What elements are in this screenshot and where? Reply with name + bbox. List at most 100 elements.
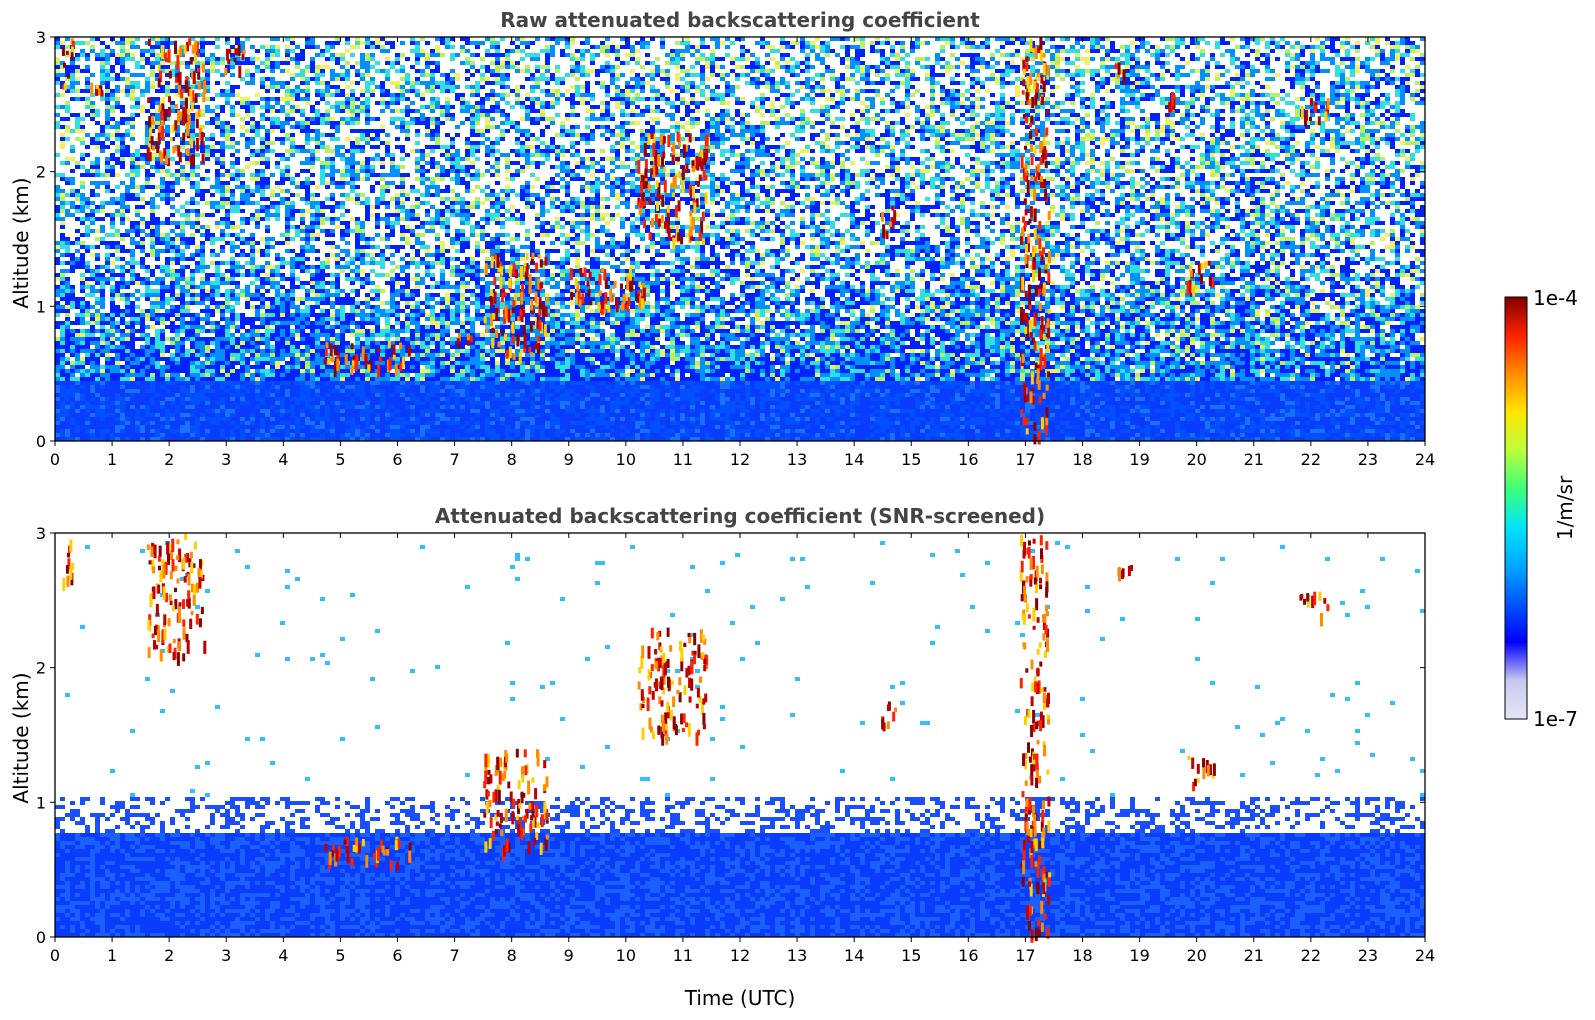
heatmap-cell — [1405, 413, 1410, 417]
heatmap-cell — [1405, 421, 1410, 425]
heatmap-cell — [525, 433, 530, 437]
heatmap-cell — [585, 409, 590, 413]
heatmap-cell — [1315, 417, 1320, 421]
heatmap-cell — [490, 417, 495, 421]
heatmap-cell — [925, 429, 930, 433]
heatmap-cell — [215, 409, 220, 413]
heatmap-cell — [610, 421, 615, 425]
heatmap-cell — [775, 417, 780, 421]
heatmap-cell — [670, 409, 675, 413]
heatmap-cell — [1180, 433, 1185, 437]
heatmap-cell — [1075, 409, 1080, 413]
heatmap-cell — [755, 421, 760, 425]
heatmap-cell — [150, 433, 155, 437]
heatmap-cell — [625, 421, 630, 425]
heatmap-cell — [570, 409, 575, 413]
heatmap-cell — [1350, 433, 1355, 437]
heatmap-cell — [1225, 433, 1230, 437]
heatmap-cell — [420, 425, 425, 429]
heatmap-cell — [1090, 429, 1095, 433]
heatmap-cell — [805, 417, 810, 421]
heatmap-cell — [1175, 433, 1180, 437]
heatmap-cell — [810, 425, 815, 429]
heatmap-cell — [620, 409, 625, 413]
heatmap-cell — [735, 409, 740, 413]
heatmap-cell — [220, 421, 225, 425]
heatmap-cell — [180, 429, 185, 433]
heatmap-cell — [300, 409, 305, 413]
heatmap-cell — [210, 433, 215, 437]
heatmap-cell — [870, 409, 875, 413]
heatmap-cell — [400, 409, 405, 413]
heatmap-cell — [810, 429, 815, 433]
heatmap-cell — [1355, 433, 1360, 437]
heatmap-cell — [1120, 413, 1125, 417]
heatmap-cell — [1385, 413, 1390, 417]
heatmap-cell — [955, 413, 960, 417]
heatmap-cell — [1240, 433, 1245, 437]
heatmap-cell — [495, 425, 500, 429]
heatmap-cell — [455, 421, 460, 425]
heatmap-cell — [1305, 429, 1310, 433]
heatmap-cell — [1315, 433, 1320, 437]
heatmap-cell — [660, 421, 665, 425]
heatmap-cell — [1075, 425, 1080, 429]
heatmap-cell — [330, 413, 335, 417]
heatmap-cell — [770, 429, 775, 433]
heatmap-cell — [845, 433, 850, 437]
heatmap-cell — [930, 421, 935, 425]
heatmap-cell — [1420, 417, 1425, 421]
heatmap-cell — [1095, 417, 1100, 421]
heatmap-cell — [925, 413, 930, 417]
heatmap-cell — [875, 417, 880, 421]
heatmap-cell — [820, 409, 825, 413]
heatmap-cell — [1210, 429, 1215, 433]
heatmap-cell — [480, 433, 485, 437]
heatmap-cell — [695, 433, 700, 437]
heatmap-cell — [655, 421, 660, 425]
heatmap-cell — [1065, 409, 1070, 413]
heatmap-cell — [665, 417, 670, 421]
heatmap-cell — [1345, 421, 1350, 425]
heatmap-cell — [1165, 409, 1170, 413]
heatmap-cell — [930, 409, 935, 413]
heatmap-cell — [960, 413, 965, 417]
heatmap-cell — [370, 433, 375, 437]
heatmap-cell — [460, 413, 465, 417]
heatmap-cell — [1245, 409, 1250, 413]
heatmap-cell — [1100, 421, 1105, 425]
heatmap-cell — [390, 425, 395, 429]
heatmap-cell — [865, 413, 870, 417]
heatmap-cell — [990, 421, 995, 425]
heatmap-cell — [1080, 409, 1085, 413]
heatmap-cell — [240, 409, 245, 413]
heatmap-cell — [625, 425, 630, 429]
heatmap-cell — [1300, 409, 1305, 413]
heatmap-cell — [705, 433, 710, 437]
heatmap-cell — [125, 425, 130, 429]
heatmap-cell — [905, 425, 910, 429]
heatmap-cell — [1165, 433, 1170, 437]
heatmap-cell — [1300, 417, 1305, 421]
heatmap-cell — [1405, 425, 1410, 429]
heatmap-cell — [120, 421, 125, 425]
heatmap-cell — [1175, 417, 1180, 421]
heatmap-cell — [825, 425, 830, 429]
heatmap-cell — [465, 433, 470, 437]
heatmap-cell — [980, 413, 985, 417]
heatmap-cell — [1290, 417, 1295, 421]
heatmap-cell — [75, 417, 80, 421]
heatmap-cell — [915, 433, 920, 437]
heatmap-cell — [80, 413, 85, 417]
heatmap-cell — [1005, 413, 1010, 417]
heatmap-cell — [1215, 421, 1220, 425]
heatmap-cell — [75, 413, 80, 417]
heatmap-cell — [95, 421, 100, 425]
heatmap-cell — [1110, 417, 1115, 421]
heatmap-cell — [75, 429, 80, 433]
heatmap-cell — [225, 421, 230, 425]
heatmap-cell — [800, 409, 805, 413]
heatmap-cell — [395, 421, 400, 425]
heatmap-cell — [405, 421, 410, 425]
heatmap-cell — [250, 421, 255, 425]
